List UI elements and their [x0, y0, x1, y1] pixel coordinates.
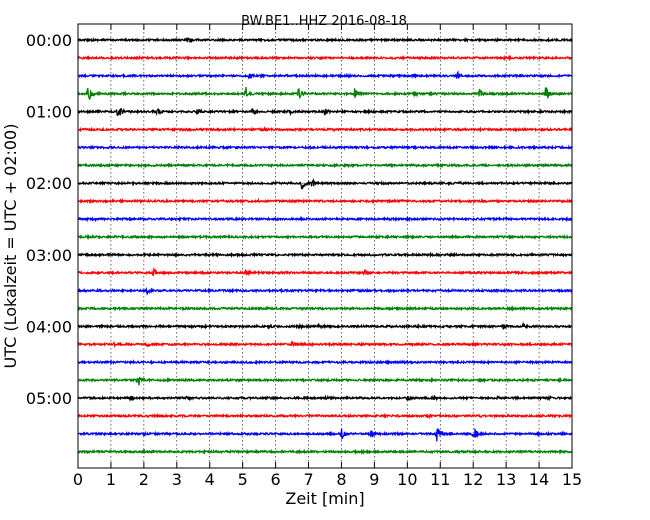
y-tick-label: 00:00 — [26, 31, 72, 50]
x-tick-label: 13 — [496, 470, 516, 489]
plot-frame — [77, 23, 573, 469]
trace-layer — [77, 36, 573, 456]
x-tick-label: 12 — [463, 470, 483, 489]
y-tick-label: 02:00 — [26, 174, 72, 193]
x-tick-label: 14 — [529, 470, 549, 489]
x-tick-label: 1 — [106, 470, 116, 489]
trace-0430 — [77, 358, 573, 366]
x-tick-label: 0 — [73, 470, 83, 489]
x-tick-label: 3 — [172, 470, 182, 489]
trace-0315 — [77, 267, 573, 277]
trace-0300 — [77, 251, 573, 259]
x-tick-label: 5 — [238, 470, 248, 489]
trace-0000 — [77, 36, 573, 44]
x-tick-label: 2 — [139, 470, 149, 489]
trace-0415 — [77, 340, 573, 349]
trace-0445 — [77, 376, 573, 386]
trace-0130 — [77, 144, 573, 151]
chart-title: BW.BE1..HHZ 2016-08-18 — [241, 14, 407, 29]
trace-0215 — [77, 197, 573, 205]
y-tick-label: 01:00 — [26, 103, 72, 122]
grid-layer — [78, 24, 572, 468]
x-axis-label: Zeit [min] — [285, 489, 364, 508]
x-tick-label: 8 — [336, 470, 346, 489]
trace-0245 — [77, 233, 573, 241]
trace-0015 — [77, 54, 573, 62]
trace-0100 — [77, 107, 573, 117]
y-tick-label: 04:00 — [26, 317, 72, 336]
trace-0345 — [77, 305, 573, 312]
trace-0530 — [77, 427, 573, 442]
trace-0200 — [77, 177, 573, 190]
trace-0115 — [77, 126, 573, 133]
y-axis-label: UTC (Lokalzeit = UTC + 02:00) — [1, 124, 20, 369]
trace-0515 — [77, 412, 573, 420]
x-tick-label: 6 — [271, 470, 281, 489]
trace-0030 — [77, 70, 573, 80]
tick-layer: 0 1 2 3 4 5 6 7 8 9 10 11 12 13 14 1500:0001:0002:0003:… — [26, 24, 582, 489]
x-tick-label: 7 — [303, 470, 313, 489]
trace-0400 — [77, 321, 573, 331]
trace-0045 — [77, 86, 573, 101]
trace-0500 — [77, 394, 573, 403]
trace-0145 — [77, 162, 573, 169]
trace-0330 — [77, 286, 573, 296]
y-tick-label: 03:00 — [26, 246, 72, 265]
x-tick-label: 11 — [430, 470, 450, 489]
trace-0545 — [77, 448, 573, 456]
x-tick-label: 4 — [205, 470, 215, 489]
x-tick-label: 15 — [562, 470, 582, 489]
trace-0230 — [77, 215, 573, 223]
x-tick-label: 10 — [397, 470, 417, 489]
y-tick-label: 05:00 — [26, 389, 72, 408]
x-tick-label: 9 — [369, 470, 379, 489]
